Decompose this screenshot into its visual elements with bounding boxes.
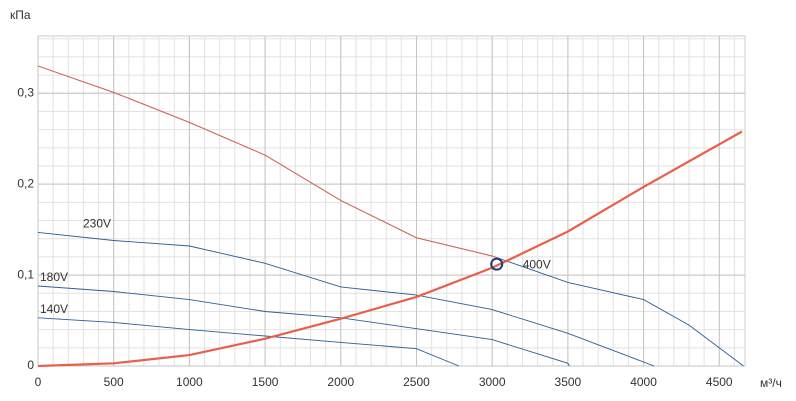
x-tick-label: 1500 [252, 375, 279, 389]
y-tick-label: 0,3 [17, 85, 34, 99]
x-tick-label: 0 [35, 375, 42, 389]
operating-point [490, 257, 504, 271]
series-label: 140V [40, 302, 68, 316]
curve [37, 317, 460, 367]
x-tick-label: 500 [104, 375, 124, 389]
x-tick-label: 2000 [327, 375, 354, 389]
x-tick-label: 4500 [706, 375, 733, 389]
y-tick-label: 0 [27, 358, 34, 372]
series-label: 230V [83, 217, 111, 231]
x-axis-unit: м³/ч [760, 376, 782, 390]
x-tick-label: 3500 [555, 375, 582, 389]
x-tick-label: 3000 [479, 375, 506, 389]
x-tick-label: 4000 [630, 375, 657, 389]
series-label: 400V [523, 257, 551, 271]
y-tick-label: 0,2 [17, 176, 34, 190]
y-tick-label: 0,1 [17, 267, 34, 281]
y-axis-unit: кПа [10, 8, 31, 22]
curve-highlight [37, 65, 497, 259]
x-tick-label: 2500 [403, 375, 430, 389]
x-tick-label: 1000 [176, 375, 203, 389]
curve [37, 130, 743, 368]
series-label: 180V [40, 270, 68, 284]
curve [37, 231, 655, 367]
